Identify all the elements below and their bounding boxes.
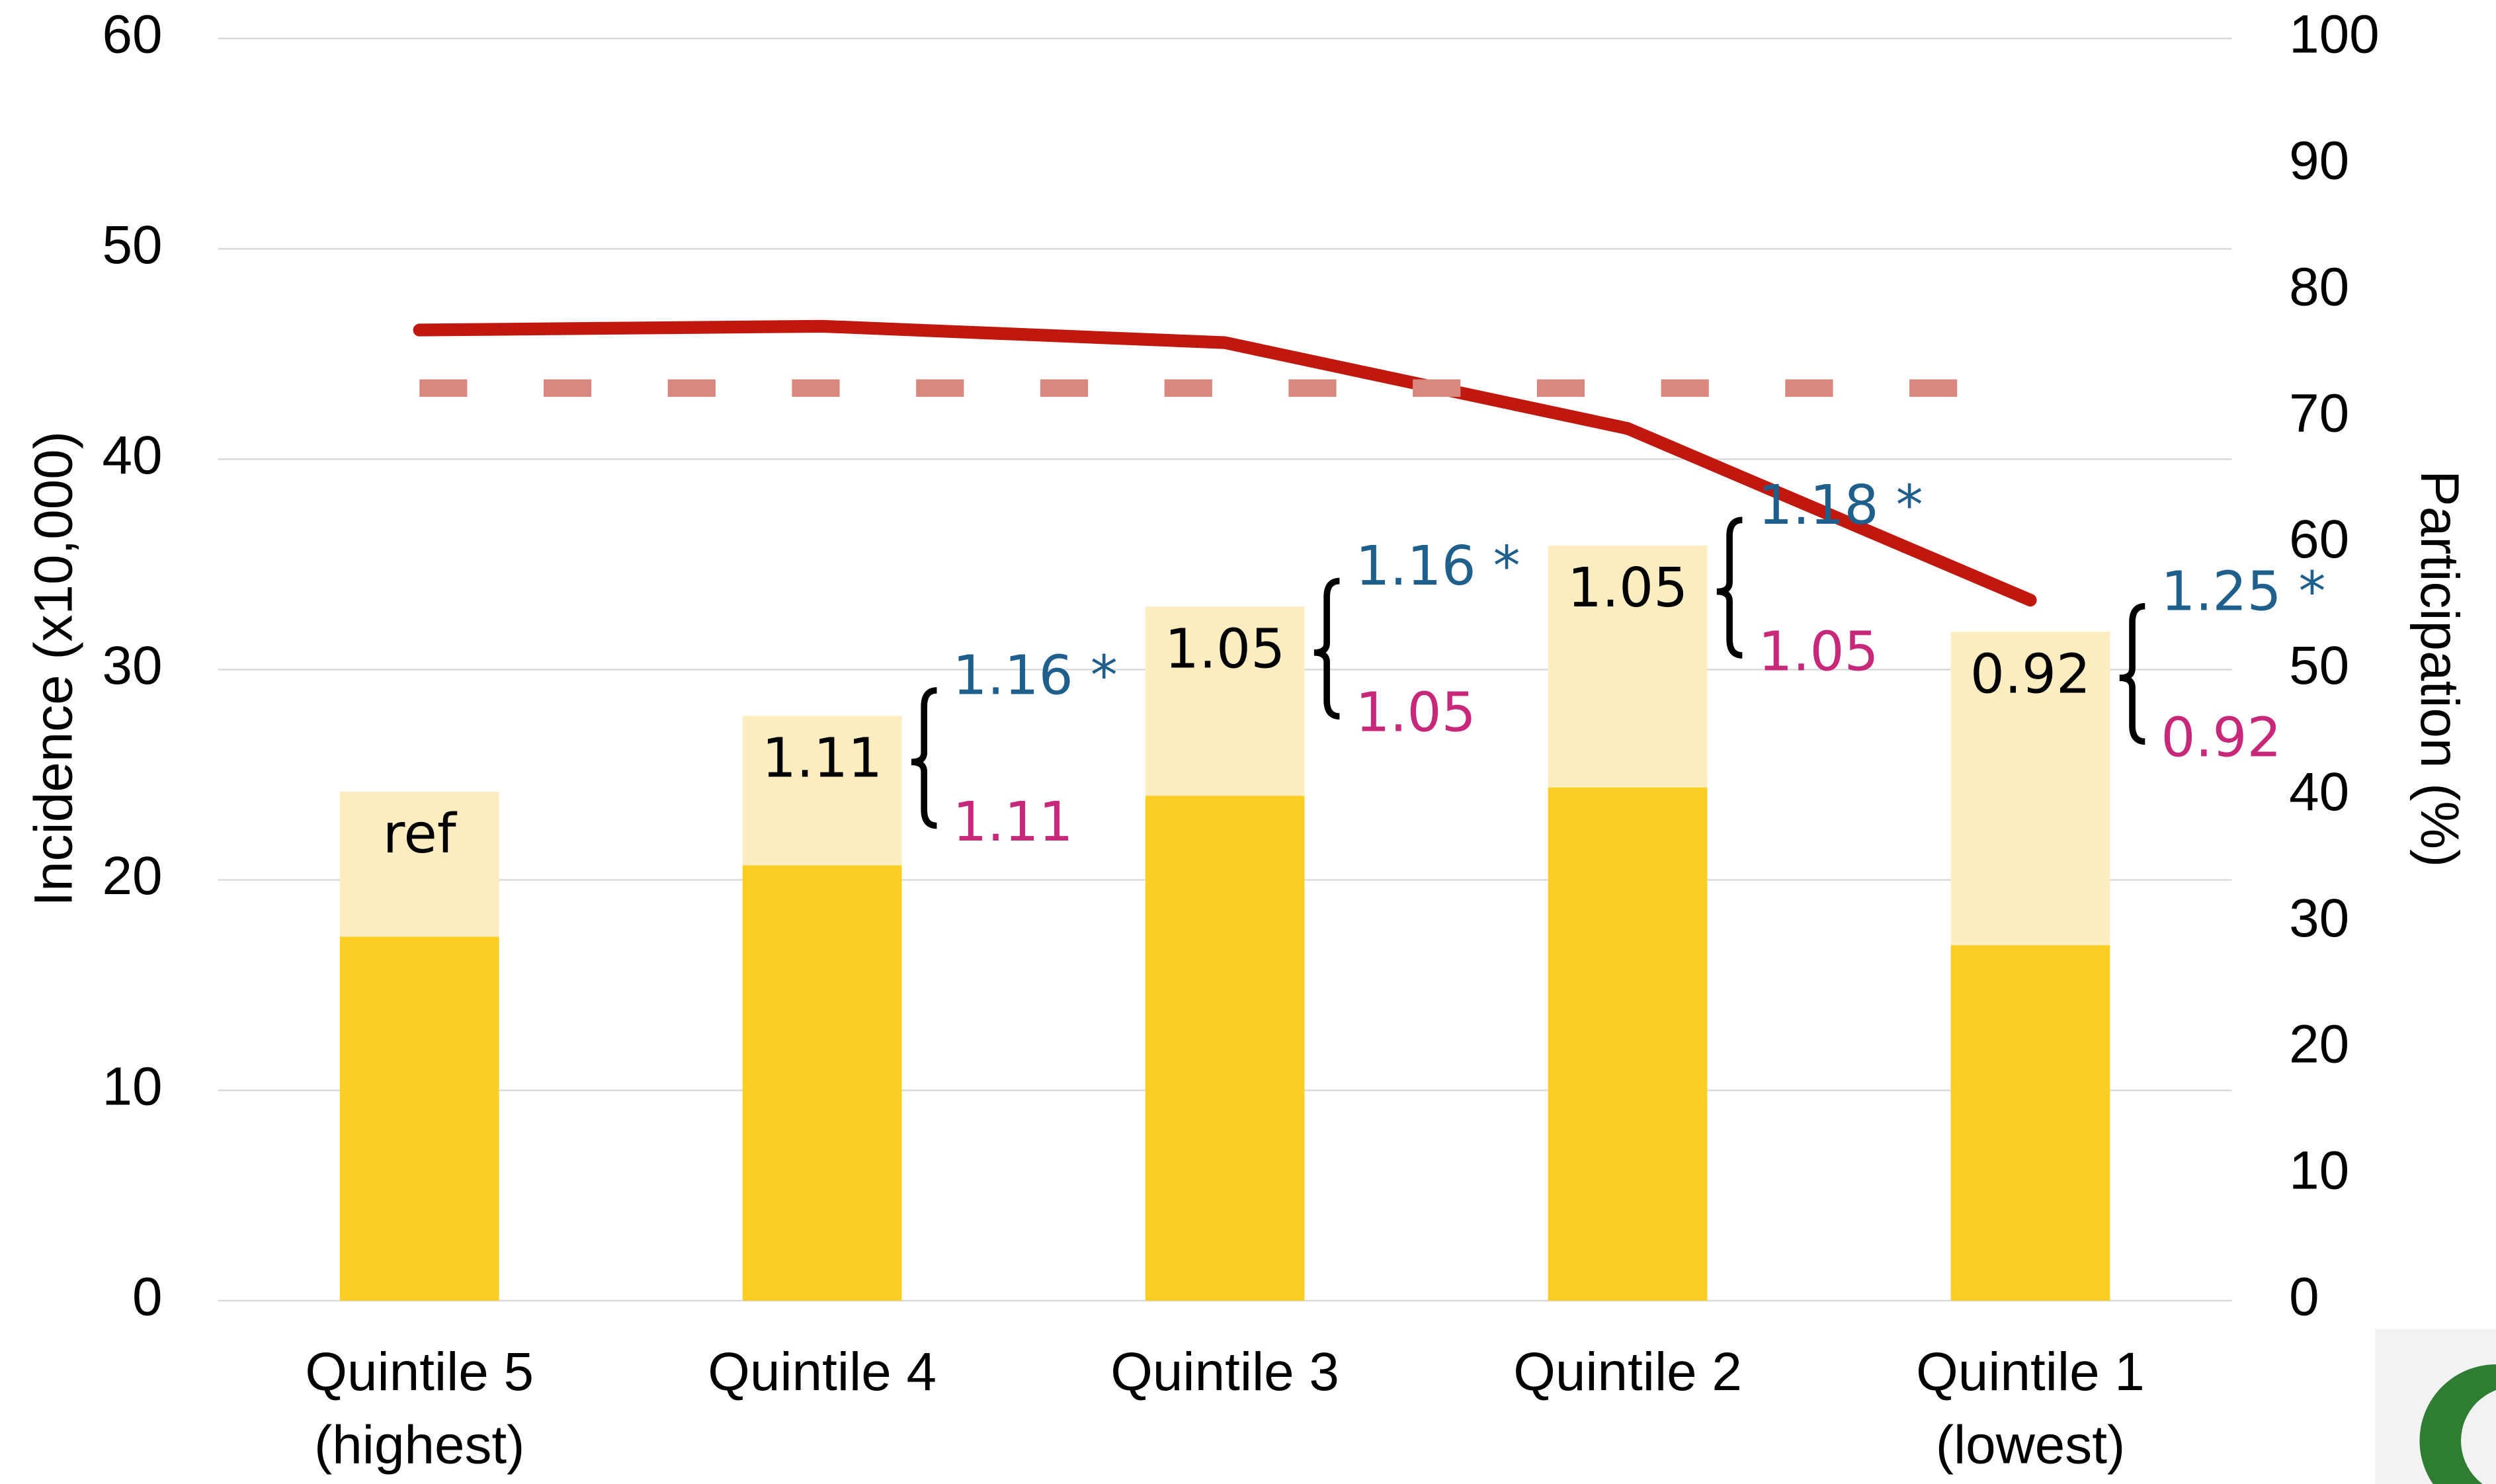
y2-tick-label: 10 bbox=[2289, 1141, 2349, 1201]
y2-tick-label: 60 bbox=[2289, 509, 2349, 569]
brace bbox=[911, 687, 937, 829]
bar-segment bbox=[339, 791, 499, 937]
x-tick-line: Quintile 5 bbox=[305, 1342, 534, 1402]
x-tick-line: Quintile 4 bbox=[708, 1342, 936, 1402]
bar-segment bbox=[339, 936, 499, 1301]
x-tick-line: Quintile 3 bbox=[1110, 1342, 1339, 1402]
line bbox=[413, 319, 2037, 607]
bar-label: 1.05 bbox=[1567, 557, 1688, 620]
lower-label: 1.05 bbox=[1355, 682, 1476, 745]
y2-tick-label: 40 bbox=[2289, 762, 2349, 822]
logo bbox=[2375, 1329, 2496, 1484]
x-tick-line: Quintile 1 bbox=[1916, 1342, 2145, 1402]
y-tick-label: 60 bbox=[102, 5, 162, 65]
y-tick-label: 50 bbox=[102, 215, 162, 275]
y-axis-label: Incidence (x10,000) bbox=[23, 431, 83, 907]
y2-tick-label: 50 bbox=[2289, 636, 2349, 696]
y-tick-label: 30 bbox=[102, 636, 162, 696]
bar-segment bbox=[742, 865, 902, 1301]
bar-segment bbox=[1548, 787, 1708, 1301]
y-tick-label: 20 bbox=[102, 846, 162, 906]
y2-tick-label: 0 bbox=[2289, 1266, 2319, 1327]
y2-tick-label: 100 bbox=[2289, 5, 2380, 65]
bar-segment bbox=[1548, 545, 1708, 788]
x-tick-label: Quintile 2 bbox=[1513, 1342, 1742, 1402]
bar-label: ref bbox=[383, 803, 458, 866]
brace bbox=[2119, 602, 2145, 745]
lower-label: 1.11 bbox=[953, 791, 1073, 854]
x-tick-label: Quintile 3 bbox=[1110, 1342, 1339, 1402]
logo-cut bbox=[2461, 1390, 2496, 1484]
x-tick-line: Quintile 2 bbox=[1513, 1342, 1742, 1402]
x-tick-line: (lowest) bbox=[1936, 1415, 2125, 1475]
bar-segment bbox=[1950, 632, 2110, 946]
bar-label: 1.11 bbox=[762, 727, 882, 790]
bar-segment bbox=[1145, 606, 1305, 796]
bar-label: 1.05 bbox=[1165, 618, 1285, 680]
upper-label: 1.25 * bbox=[2161, 560, 2325, 623]
y-tick-label: 40 bbox=[102, 425, 162, 485]
bar-label: 0.92 bbox=[1970, 643, 2091, 706]
lower-label: 0.92 bbox=[2161, 707, 2281, 770]
x-tick-line: (highest) bbox=[314, 1415, 524, 1475]
upper-label: 1.18 * bbox=[1758, 474, 1923, 537]
y2-tick-label: 20 bbox=[2289, 1014, 2349, 1075]
bar-segment bbox=[742, 716, 902, 866]
x-tick-label: Quintile 4 bbox=[708, 1342, 936, 1402]
y-tick-label: 0 bbox=[132, 1266, 163, 1327]
upper-label: 1.16 * bbox=[953, 645, 1118, 708]
x-tick-label: Quintile 1 (lowest) bbox=[1916, 1342, 2145, 1475]
y2-axis-label: Participation (%) bbox=[2409, 470, 2470, 867]
y-tick-label: 10 bbox=[102, 1056, 162, 1116]
bar-segment bbox=[1145, 796, 1305, 1301]
y2-tick-label: 70 bbox=[2289, 383, 2349, 443]
lower-label: 1.05 bbox=[1758, 620, 1878, 683]
y2-tick-label: 80 bbox=[2289, 257, 2349, 317]
brace bbox=[1313, 577, 1340, 720]
y2-tick-label: 90 bbox=[2289, 131, 2349, 191]
brace bbox=[1716, 516, 1743, 659]
y2-tick-label: 30 bbox=[2289, 888, 2349, 948]
upper-label: 1.16 * bbox=[1355, 535, 1520, 598]
x-tick-label: Quintile 5 (highest) bbox=[305, 1342, 534, 1475]
bar-segment bbox=[1950, 945, 2110, 1301]
